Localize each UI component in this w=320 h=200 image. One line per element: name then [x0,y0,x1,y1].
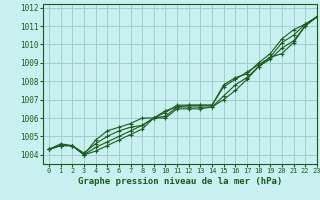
X-axis label: Graphe pression niveau de la mer (hPa): Graphe pression niveau de la mer (hPa) [78,177,282,186]
